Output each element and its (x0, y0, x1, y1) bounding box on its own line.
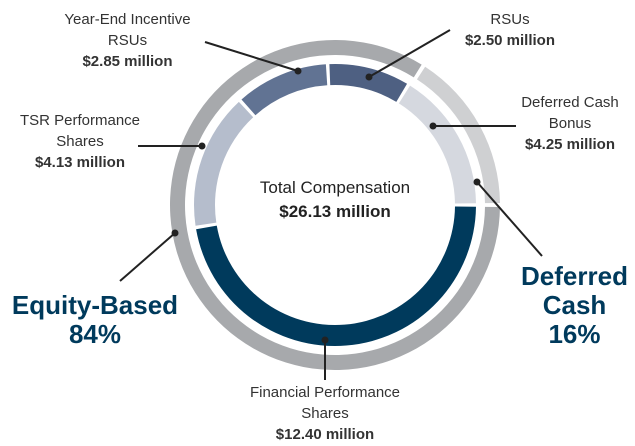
donut-segment (398, 85, 476, 204)
segment-label: Deferred Cash Bonus $4.25 million (521, 94, 619, 153)
segment-label: RSUs $2.50 million (464, 11, 556, 49)
segment-label: TSR Performance Shares $4.13 million (19, 112, 141, 171)
donut-segment (196, 206, 476, 346)
center-title: Total Compensation (259, 178, 411, 197)
donut-segment (193, 101, 254, 226)
donut-segment (241, 64, 328, 116)
donut-segment (416, 66, 500, 204)
group-label: Equity-Based 84% (11, 290, 179, 349)
leader-dots (171, 67, 481, 344)
donut-segment (329, 63, 408, 102)
segment-label: Financial Performance Shares $12.40 milli… (249, 384, 401, 443)
segment-label: Year-End Incentive RSUs $2.85 million (64, 11, 191, 70)
group-label: Deferred Cash 16% (521, 261, 628, 349)
leader-lines (119, 29, 543, 380)
center-total: $26.13 million (279, 202, 391, 221)
